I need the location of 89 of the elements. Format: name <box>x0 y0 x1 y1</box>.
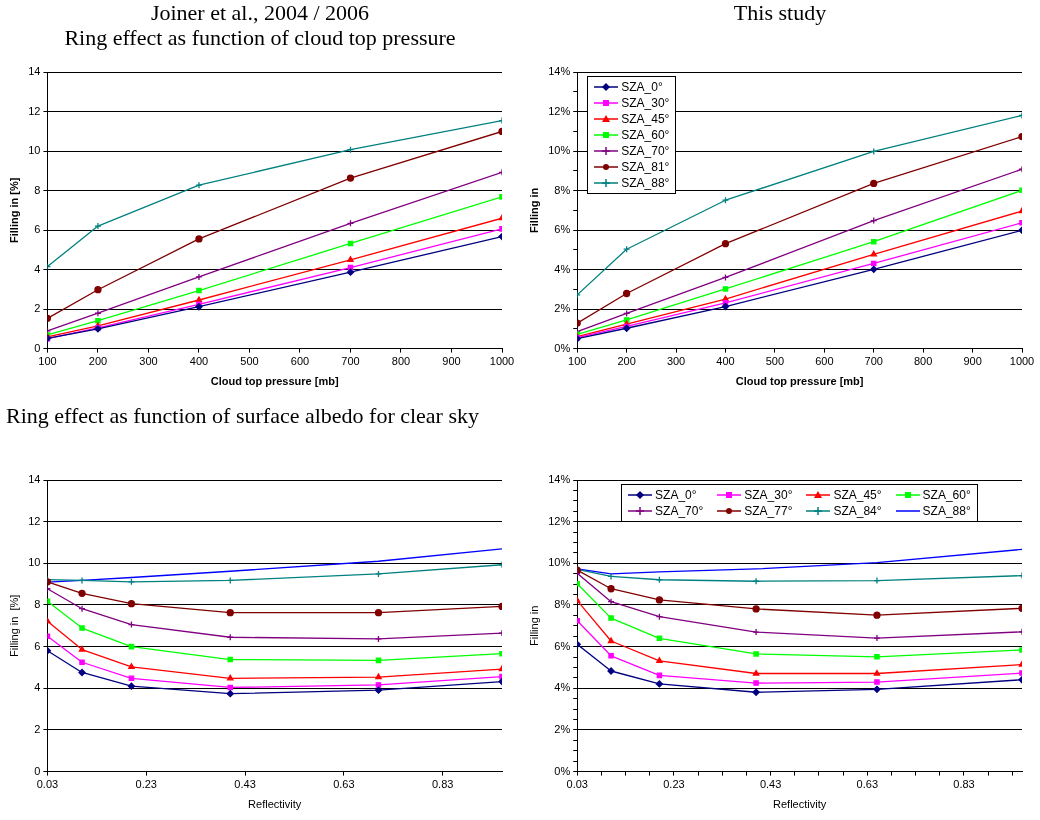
x-tick-label: 400 <box>716 355 735 368</box>
y-axis-title: Filling in [%] <box>7 177 20 243</box>
y-tick-label: 6% <box>554 223 571 236</box>
y-tick-label: 14 <box>28 473 41 486</box>
chart-subtitle: Ring effect as function of cloud top pressure <box>63 25 457 50</box>
x-axis-title: Reflectivity <box>248 798 302 811</box>
x-axis-title: Cloud top pressure [mb] <box>210 375 339 388</box>
y-axis-title: Filling in <box>527 187 540 233</box>
x-tick-label: 700 <box>341 355 360 368</box>
x-tick-label: 800 <box>391 355 411 368</box>
y-tick-label: 12 <box>28 104 41 117</box>
x-tick-label: 200 <box>617 355 636 368</box>
x-axis-title: Reflectivity <box>773 798 827 811</box>
y-tick-label: 0% <box>554 764 571 777</box>
x-tick-label: 0.03 <box>36 778 59 791</box>
y-tick-label: 6 <box>34 223 41 236</box>
y-tick-label: 4 <box>34 262 41 275</box>
x-tick-label: 500 <box>240 355 259 368</box>
x-tick-label: 300 <box>666 355 686 368</box>
y-tick-label: 6% <box>554 639 571 652</box>
x-tick-label: 0.83 <box>953 778 975 791</box>
y-tick-label: 2 <box>34 302 41 315</box>
legend-label: SZA_70° <box>621 144 670 158</box>
y-tick-label: 4% <box>554 681 571 694</box>
y-axis-title: Filling in [%] <box>7 594 20 657</box>
x-tick-label: 1000 <box>489 355 515 368</box>
y-tick-label: 2 <box>34 722 41 735</box>
x-tick-label: 400 <box>189 355 209 368</box>
y-tick-label: 8 <box>34 183 41 196</box>
x-tick-label: 0.43 <box>759 778 782 791</box>
y-tick-label: 8% <box>554 183 571 196</box>
x-tick-label: 700 <box>864 355 883 368</box>
y-tick-label: 10 <box>28 144 41 157</box>
y-tick-label: 0 <box>34 764 41 777</box>
x-tick-label: 0.23 <box>135 778 157 791</box>
y-tick-label: 10% <box>548 144 571 157</box>
x-tick-label: 300 <box>139 355 158 368</box>
y-tick-label: 0 <box>34 341 41 354</box>
y-tick-label: 2% <box>554 722 571 735</box>
y-tick-label: 4 <box>34 681 41 694</box>
x-tick-label: 900 <box>963 355 982 368</box>
x-tick-label: 1000 <box>1009 355 1035 368</box>
y-tick-label: 12% <box>548 104 571 117</box>
legend-label: SZA_0° <box>655 488 697 502</box>
legend-label: SZA_84° <box>833 504 882 518</box>
y-tick-label: 8% <box>554 598 571 610</box>
x-tick-label: 900 <box>442 355 461 368</box>
x-tick-label: 600 <box>290 355 310 368</box>
y-tick-label: 10 <box>28 556 41 569</box>
x-tick-label: 100 <box>568 355 587 368</box>
y-tick-label: 14% <box>548 65 571 78</box>
y-tick-label: 2% <box>554 302 571 315</box>
x-tick-label: 0.63 <box>333 778 355 791</box>
legend-label: SZA_0° <box>621 80 663 94</box>
y-tick-label: 4% <box>554 262 571 275</box>
x-tick-label: 600 <box>815 355 834 368</box>
y-tick-label: 14 <box>28 65 41 78</box>
legend-label: SZA_77° <box>744 504 793 518</box>
x-tick-label: 0.63 <box>856 778 878 791</box>
y-tick-label: 12 <box>28 514 41 527</box>
x-tick-label: 800 <box>913 355 933 368</box>
chart-title: This study <box>732 0 828 25</box>
y-axis-title: Filling in <box>527 605 540 646</box>
legend-label: SZA_88° <box>621 176 670 190</box>
legend-label: SZA_60° <box>922 488 971 502</box>
x-tick-label: 0.23 <box>663 778 685 791</box>
x-axis-title: Cloud top pressure [mb] <box>735 375 864 388</box>
legend-label: SZA_60° <box>621 128 670 142</box>
x-tick-label: 100 <box>38 355 57 368</box>
y-tick-label: 14% <box>548 473 571 486</box>
x-tick-label: 0.03 <box>566 778 588 791</box>
chart-title: Ring effect as function of surface albedo for clear sky <box>6 403 480 428</box>
legend-label: SZA_81° <box>621 160 670 174</box>
chart-title: Joiner et al., 2004 / 2006 <box>149 0 371 25</box>
y-tick-label: 8 <box>34 598 41 610</box>
y-tick-label: 12% <box>548 514 571 527</box>
x-tick-label: 0.43 <box>234 778 256 791</box>
legend-label: SZA_45° <box>621 112 670 126</box>
y-tick-label: 6 <box>34 639 41 652</box>
legend-label: SZA_70° <box>655 504 704 518</box>
y-tick-label: 10% <box>548 556 571 569</box>
x-tick-label: 500 <box>765 355 785 368</box>
x-tick-label: 200 <box>88 355 108 368</box>
x-tick-label: 0.83 <box>432 778 454 791</box>
y-tick-label: 0% <box>554 341 571 354</box>
legend-label: SZA_45° <box>833 488 882 502</box>
legend-label: SZA_88° <box>922 504 971 518</box>
legend-label: SZA_30° <box>744 488 793 502</box>
legend-label: SZA_30° <box>621 96 670 110</box>
